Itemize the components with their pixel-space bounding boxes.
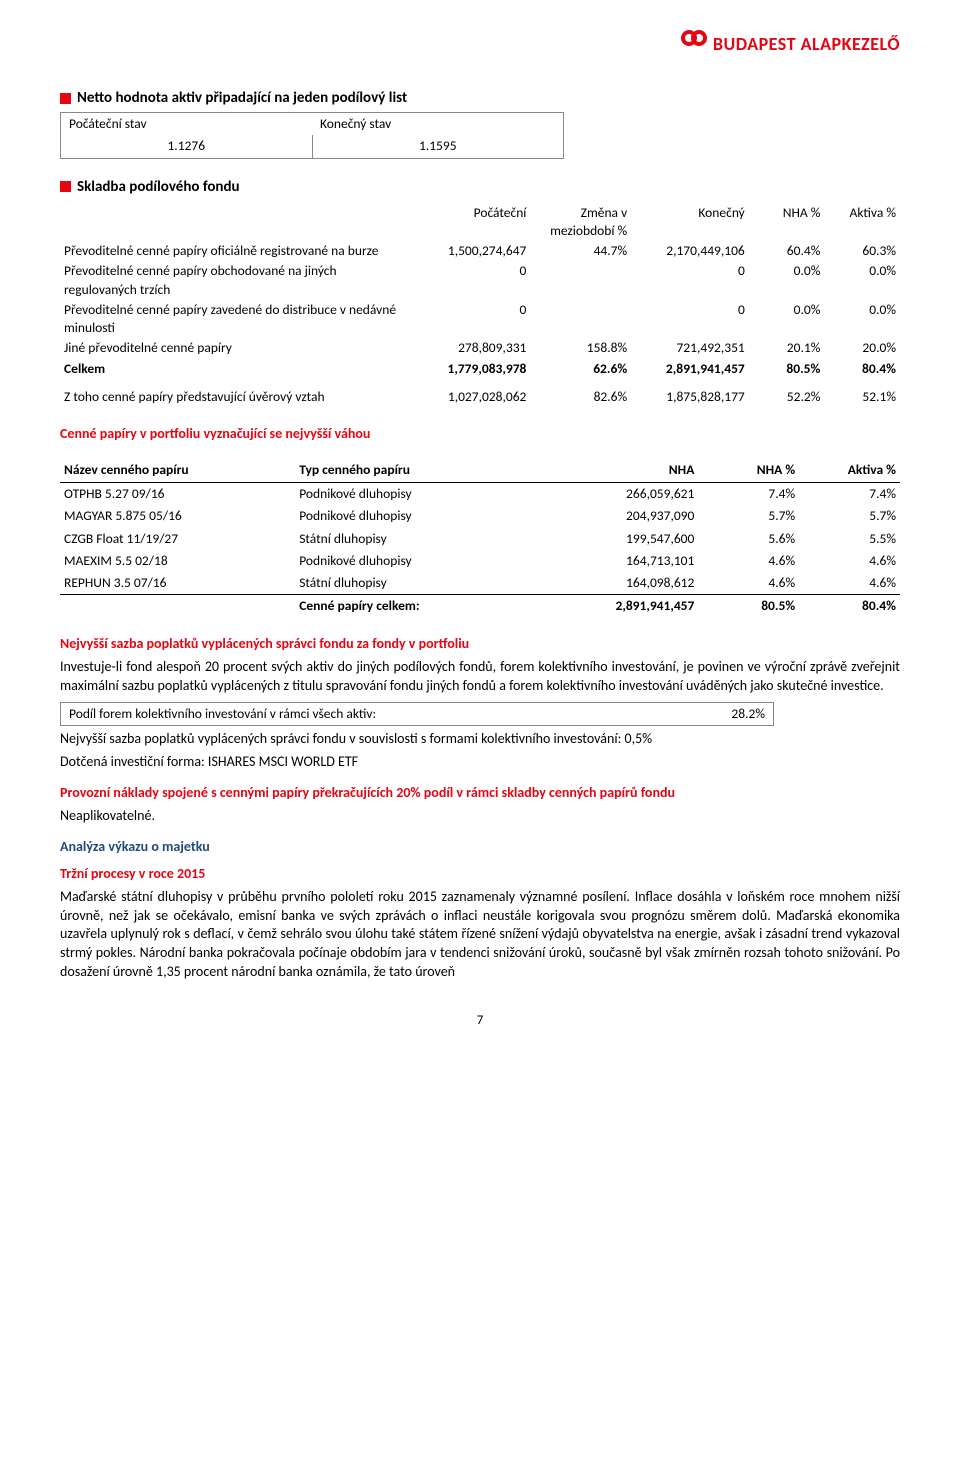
table-row: OTPHB 5.27 09/16Podnikové dluhopisy266,0… xyxy=(60,483,900,506)
section-title-skladba: Skladba podílového fondu xyxy=(60,177,900,197)
col-nha-pct: NHA % xyxy=(698,458,799,483)
table-row: MAGYAR 5.875 05/16Podnikové dluhopisy204… xyxy=(60,505,900,527)
table-row: Celkem1,779,083,97862.6%2,891,941,45780.… xyxy=(60,359,900,379)
section-title-fees: Nejvyšší sazba poplatků vyplácených sprá… xyxy=(60,635,900,654)
table-row: MAEXIM 5.5 02/18Podnikové dluhopisy164,7… xyxy=(60,550,900,572)
section-title-text: Netto hodnota aktiv připadající na jeden… xyxy=(77,88,407,108)
table-row-total: Cenné papíry celkem:2,891,941,45780.5%80… xyxy=(60,595,900,618)
table-row-credit: Z toho cenné papíry představující úvěrov… xyxy=(60,387,900,407)
section-title-text: Skladba podílového fondu xyxy=(77,177,240,197)
bullet-icon xyxy=(60,93,71,104)
section-title-costs: Provozní náklady spojené s cennými papír… xyxy=(60,784,900,803)
skladba-table: Počáteční Změna v meziobdobí % Konečný N… xyxy=(60,203,900,407)
podil-table: Podíl forem kolektivního investování v r… xyxy=(60,702,774,726)
col-initial: Počáteční xyxy=(413,203,531,241)
section-title-analysis: Analýza výkazu o majetku xyxy=(60,838,900,857)
podil-value: 28.2% xyxy=(595,703,773,726)
brand-logo: BUDAPEST ALAPKEZELŐ xyxy=(681,30,900,58)
table-row: REPHUN 3.5 07/16Státní dluhopisy164,098,… xyxy=(60,572,900,595)
col-aktiva: Aktiva % xyxy=(824,203,900,241)
page-number: 7 xyxy=(60,1012,900,1030)
section-title-portfolio: Cenné papíry v portfoliu vyznačující se … xyxy=(60,425,900,444)
header-logo-bar: BUDAPEST ALAPKEZELŐ xyxy=(60,30,900,58)
col-type: Typ cenného papíru xyxy=(295,458,547,483)
col-aktiva-pct: Aktiva % xyxy=(799,458,900,483)
section-title-nha: Netto hodnota aktiv připadající na jeden… xyxy=(60,88,900,108)
podil-label: Podíl forem kolektivního investování v r… xyxy=(61,703,596,726)
costs-body: Neaplikovatelné. xyxy=(60,807,900,826)
table-row: Jiné převoditelné cenné papíry278,809,33… xyxy=(60,338,900,358)
portfolio-table: Název cenného papíru Typ cenného papíru … xyxy=(60,458,900,618)
nha-table: Počáteční stav Konečný stav 1.1276 1.159… xyxy=(60,112,564,158)
col-name: Název cenného papíru xyxy=(60,458,295,483)
col-nha: NHA xyxy=(547,458,698,483)
fees-line-1: Nejvyšší sazba poplatků vyplácených sprá… xyxy=(60,730,900,749)
table-row: Převoditelné cenné papíry zavedené do di… xyxy=(60,300,900,338)
bullet-icon xyxy=(60,181,71,192)
col-change: Změna v meziobdobí % xyxy=(530,203,631,241)
logo-icon xyxy=(681,30,707,58)
nha-val-initial: 1.1276 xyxy=(61,135,313,158)
table-row: Převoditelné cenné papíry oficiálně regi… xyxy=(60,241,900,261)
market-body: Maďarské státní dluhopisy v průběhu prvn… xyxy=(60,888,900,982)
fees-line-2: Dotčená investiční forma: ISHARES MSCI W… xyxy=(60,753,900,772)
section-title-market: Tržní procesy v roce 2015 xyxy=(60,865,900,884)
fees-paragraph: Investuje-li fond alespoň 20 procent svý… xyxy=(60,658,900,696)
table-row: CZGB Float 11/19/27Státní dluhopisy199,5… xyxy=(60,528,900,550)
col-final: Konečný xyxy=(631,203,749,241)
nha-val-final: 1.1595 xyxy=(312,135,564,158)
logo-text: BUDAPEST ALAPKEZELŐ xyxy=(713,32,900,56)
col-nha: NHA % xyxy=(749,203,825,241)
table-row: Převoditelné cenné papíry obchodované na… xyxy=(60,261,900,299)
nha-col-initial: Počáteční stav xyxy=(61,113,313,136)
nha-col-final: Konečný stav xyxy=(312,113,564,136)
